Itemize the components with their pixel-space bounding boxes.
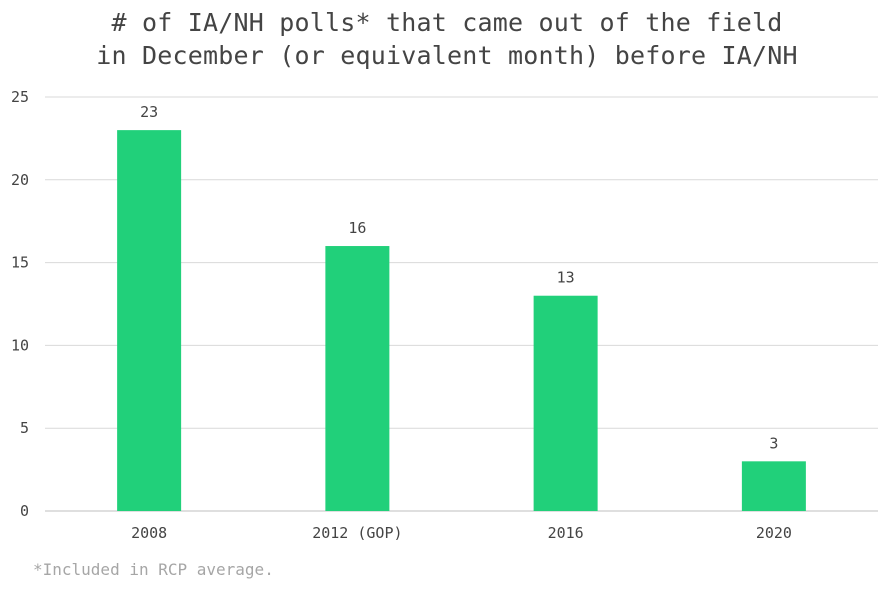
y-tick-label: 0 bbox=[20, 502, 29, 520]
x-tick-label: 2008 bbox=[131, 524, 167, 542]
x-tick-label: 2012 (GOP) bbox=[312, 524, 402, 542]
y-tick-label: 25 bbox=[11, 88, 29, 106]
data-label: 3 bbox=[769, 434, 778, 452]
y-tick-label: 20 bbox=[11, 171, 29, 189]
bar bbox=[325, 246, 390, 512]
chart-title-line-1: # of IA/NH polls* that came out of the f… bbox=[111, 8, 783, 37]
chart-title-line-2: in December (or equivalent month) before… bbox=[96, 41, 798, 70]
data-label: 16 bbox=[348, 219, 366, 237]
y-tick-label: 15 bbox=[11, 254, 29, 272]
bar bbox=[533, 295, 598, 511]
bar bbox=[117, 130, 182, 511]
y-tick-label: 10 bbox=[11, 336, 29, 354]
y-tick-label: 5 bbox=[20, 419, 29, 437]
x-tick-label: 2020 bbox=[756, 524, 792, 542]
chart-footnote: *Included in RCP average. bbox=[33, 560, 274, 579]
data-label: 13 bbox=[557, 269, 575, 287]
data-label: 23 bbox=[140, 103, 158, 121]
x-tick-label: 2016 bbox=[548, 524, 584, 542]
bar bbox=[741, 461, 806, 511]
